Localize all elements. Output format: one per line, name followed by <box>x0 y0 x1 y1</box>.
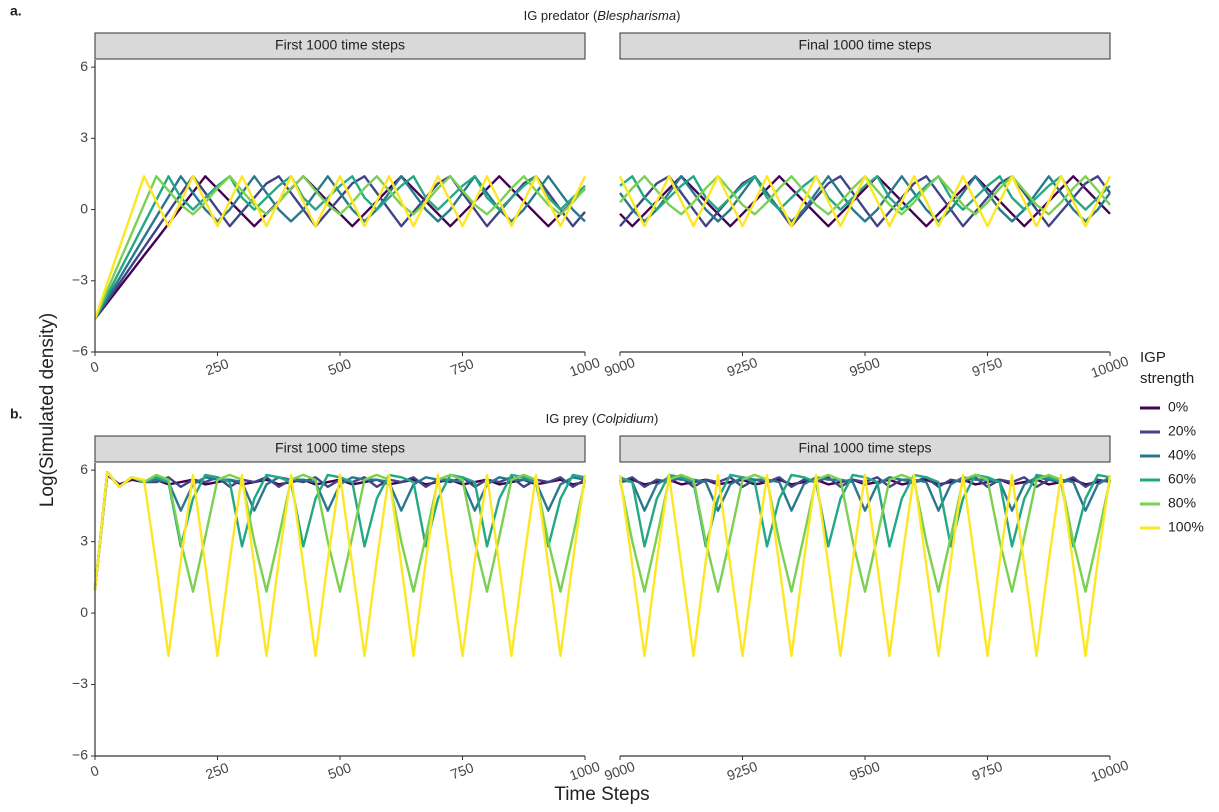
panel-label: a. <box>10 3 22 19</box>
x-tick-label: 10000 <box>1089 353 1131 381</box>
legend-label: 20% <box>1168 423 1196 439</box>
legend-label: 60% <box>1168 471 1196 487</box>
y-tick-label: 3 <box>80 129 88 145</box>
series-line <box>93 471 586 590</box>
series-line <box>93 471 586 590</box>
series-line <box>93 471 587 658</box>
x-tick-label: 250 <box>203 759 231 782</box>
x-tick-label: 250 <box>203 355 231 378</box>
series-line <box>93 175 586 320</box>
series-line <box>619 175 1111 228</box>
x-tick-label: 500 <box>326 759 354 782</box>
series-line <box>93 175 587 320</box>
x-tick-label: 750 <box>448 759 476 782</box>
x-tick-label: 750 <box>448 355 476 378</box>
series-line <box>618 175 1112 228</box>
x-tick-label: 0 <box>88 358 101 376</box>
series-line <box>93 471 586 590</box>
title-part: ) <box>654 411 658 426</box>
legend-title: strength <box>1140 370 1194 387</box>
strip-label: Final 1000 time steps <box>798 37 931 53</box>
strip <box>619 435 1111 463</box>
series-line <box>618 473 1112 658</box>
y-tick-label: −6 <box>72 747 88 763</box>
x-tick-label: 0 <box>88 762 101 780</box>
strip <box>94 435 586 463</box>
strip-label: First 1000 time steps <box>275 37 405 53</box>
x-tick-label: 9750 <box>970 354 1005 380</box>
y-axis-label: Log(Simulated density) <box>37 313 58 507</box>
x-tick-label: 1000 <box>567 354 602 380</box>
series-line <box>93 175 586 320</box>
y-tick-label: −3 <box>72 271 88 287</box>
x-tick-label: 10000 <box>1089 757 1131 785</box>
x-tick-label: 9250 <box>725 354 760 380</box>
strip <box>94 32 586 60</box>
strip-label: Final 1000 time steps <box>798 440 931 456</box>
legend-label: 40% <box>1168 447 1196 463</box>
legend-label: 0% <box>1168 399 1188 415</box>
series-line <box>93 473 586 590</box>
series-line <box>93 471 587 593</box>
y-tick-label: −6 <box>72 343 88 359</box>
panel-label: b. <box>10 406 22 422</box>
x-tick-label: 500 <box>326 355 354 378</box>
x-tick-label: 9750 <box>970 758 1005 784</box>
panel-title: IG prey (Colpidium) <box>546 411 659 426</box>
y-tick-label: 3 <box>80 532 88 548</box>
series-line <box>619 175 1111 211</box>
x-tick-label: 9250 <box>725 758 760 784</box>
series-line <box>619 476 1111 512</box>
strip-label: First 1000 time steps <box>275 440 405 456</box>
y-tick-label: 6 <box>80 461 88 477</box>
title-part: Colpidium <box>596 411 654 426</box>
title-part: IG prey ( <box>546 411 597 426</box>
y-tick-label: 0 <box>80 604 88 620</box>
series-line <box>618 473 1112 593</box>
x-axis-label: Time Steps <box>554 784 649 805</box>
panel-title: IG predator (Blespharisma) <box>524 8 681 23</box>
legend-label: 100% <box>1168 519 1204 535</box>
strip <box>619 32 1111 60</box>
title-part: ) <box>676 8 680 23</box>
x-tick-label: 9500 <box>847 354 882 380</box>
series-line <box>619 175 1111 228</box>
y-tick-label: −3 <box>72 675 88 691</box>
legend-label: 80% <box>1168 495 1196 511</box>
title-part: Blespharisma <box>597 8 676 23</box>
y-tick-label: 6 <box>80 58 88 74</box>
x-tick-label: 9000 <box>602 758 637 784</box>
x-tick-label: 1000 <box>567 758 602 784</box>
x-tick-label: 9000 <box>602 354 637 380</box>
y-tick-label: 0 <box>80 200 88 216</box>
title-part: IG predator ( <box>524 8 598 23</box>
series-line <box>93 175 586 320</box>
legend-title: IGP <box>1140 349 1166 366</box>
x-tick-label: 9500 <box>847 758 882 784</box>
